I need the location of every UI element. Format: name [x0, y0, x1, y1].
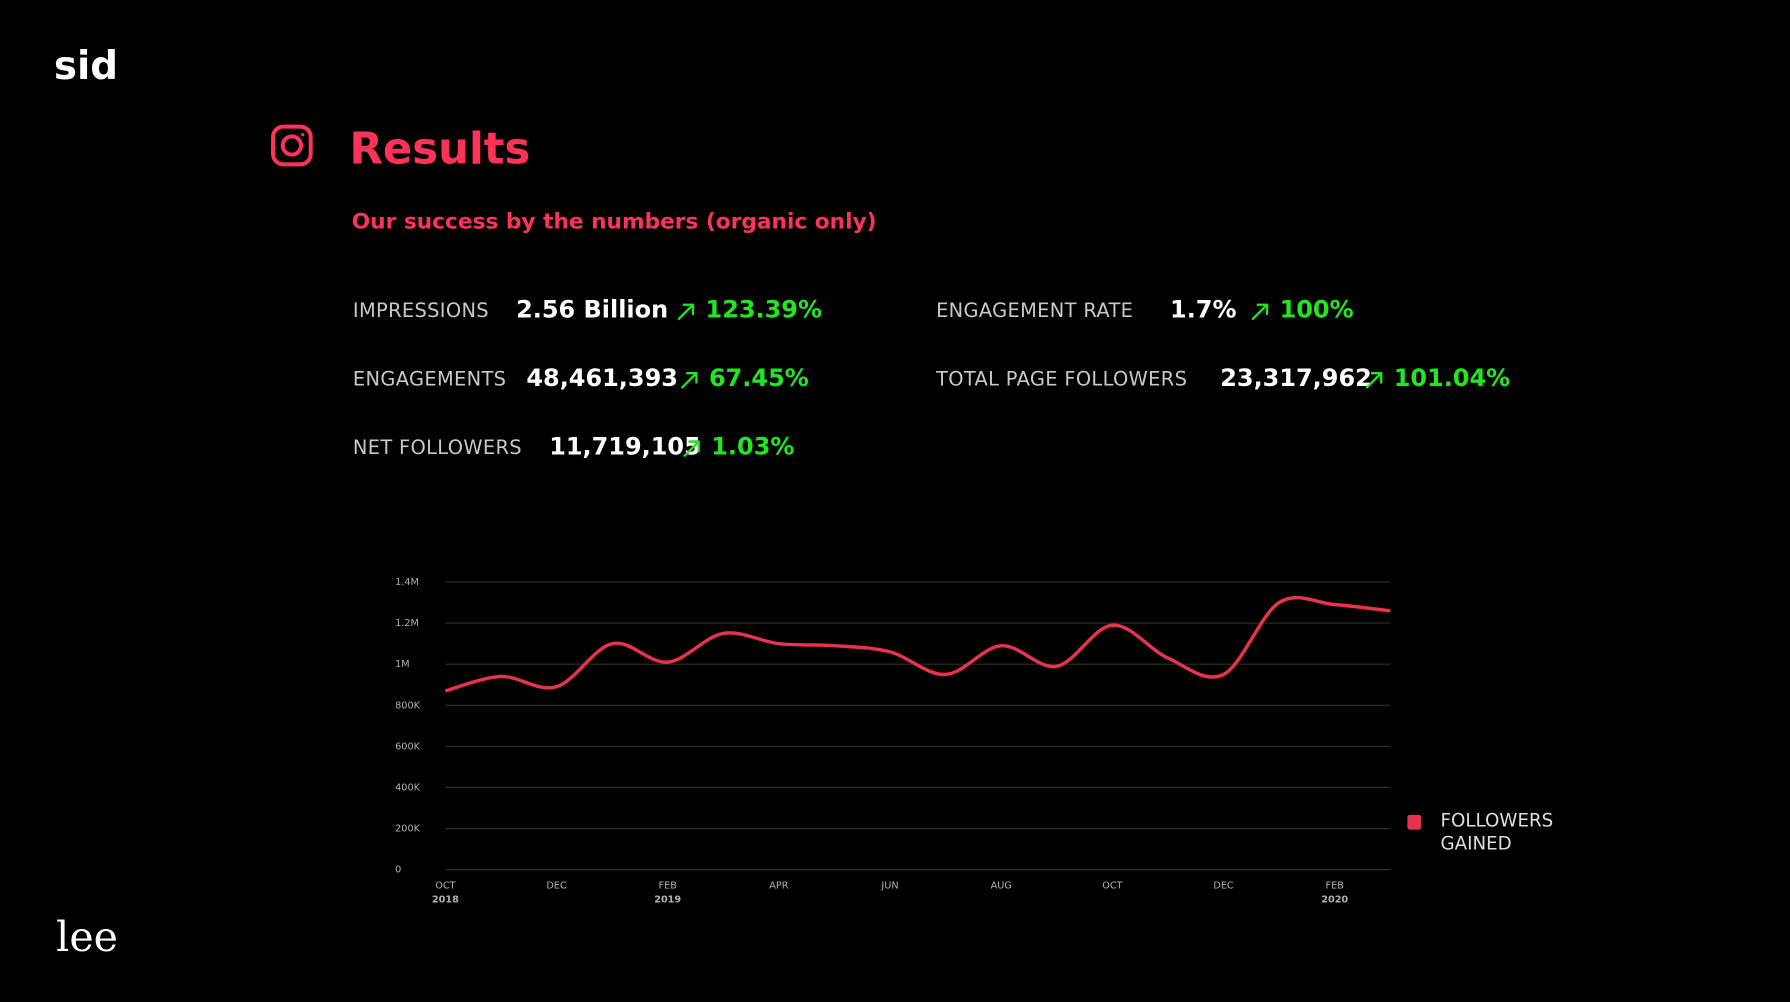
stat-value: 11,719,105	[549, 432, 701, 460]
y-tick-label: 800K	[395, 700, 420, 711]
x-tick-label: FEB	[659, 881, 677, 892]
x-tick-label: DEC	[546, 881, 567, 892]
up-arrow	[1365, 372, 1383, 389]
up-arrow	[680, 372, 698, 389]
stat-label: TOTAL PAGE FOLLOWERS	[935, 368, 1187, 391]
x-tick-year: 2019	[654, 894, 681, 905]
up-arrow	[1251, 303, 1269, 321]
brand-bottom: lee	[56, 913, 118, 961]
y-tick-label: 1M	[395, 659, 410, 670]
x-tick-label: DEC	[1213, 881, 1234, 892]
stat-value: 23,317,962	[1220, 364, 1372, 392]
stat-value: 1.7%	[1170, 295, 1236, 323]
stat-change: 1.03%	[711, 432, 794, 460]
brand-top: sid	[54, 44, 118, 89]
x-tick-year: 2018	[432, 894, 459, 905]
x-tick-label: OCT	[1102, 881, 1122, 892]
y-tick-label: 0	[395, 865, 401, 876]
stat-label: IMPRESSIONS	[353, 299, 489, 322]
stat-value: 2.56 Billion	[516, 295, 668, 323]
legend-label: FOLLOWERS GAINED	[1441, 811, 1554, 855]
x-tick-label: JUN	[880, 881, 898, 892]
x-tick-label: OCT	[435, 881, 455, 892]
up-arrow	[677, 303, 695, 321]
x-tick-label: FEB	[1326, 881, 1344, 892]
stats: IMPRESSIONS 2.56 Billion 123.39% ENGAGEMENT…	[353, 295, 1510, 460]
stat-change: 101.04%	[1394, 364, 1510, 392]
instagram-icon	[271, 124, 313, 167]
y-tick-label: 1.4M	[395, 577, 419, 588]
x-tick-label: APR	[769, 881, 788, 892]
y-tick-label: 200K	[395, 824, 420, 835]
subtitle: Our success by the numbers (organic only…	[352, 210, 877, 235]
stat-change: 67.45%	[709, 364, 809, 392]
stat-label: ENGAGEMENTS	[353, 368, 506, 391]
y-tick-label: 1.2M	[395, 618, 419, 629]
y-tick-label: 600K	[395, 741, 420, 752]
stat-change: 123.39%	[706, 295, 822, 323]
stat-label: NET FOLLOWERS	[353, 436, 522, 459]
up-arrow	[683, 440, 700, 458]
chart: 0 200K 400K 600K 800K 1M 1.2M 1.4M OCT 2018 DEC FEB…	[395, 577, 1553, 905]
stat-label: ENGAGEMENT RATE	[936, 299, 1133, 322]
series-line	[444, 596, 1391, 693]
x-tick-year: 2020	[1321, 894, 1348, 905]
title: Results	[349, 124, 530, 174]
x-tick-label: AUG	[991, 881, 1012, 892]
y-tick-label: 400K	[395, 782, 420, 793]
legend-swatch	[1407, 814, 1422, 830]
stat-change: 100%	[1280, 295, 1354, 323]
stat-value: 48,461,393	[526, 364, 678, 392]
